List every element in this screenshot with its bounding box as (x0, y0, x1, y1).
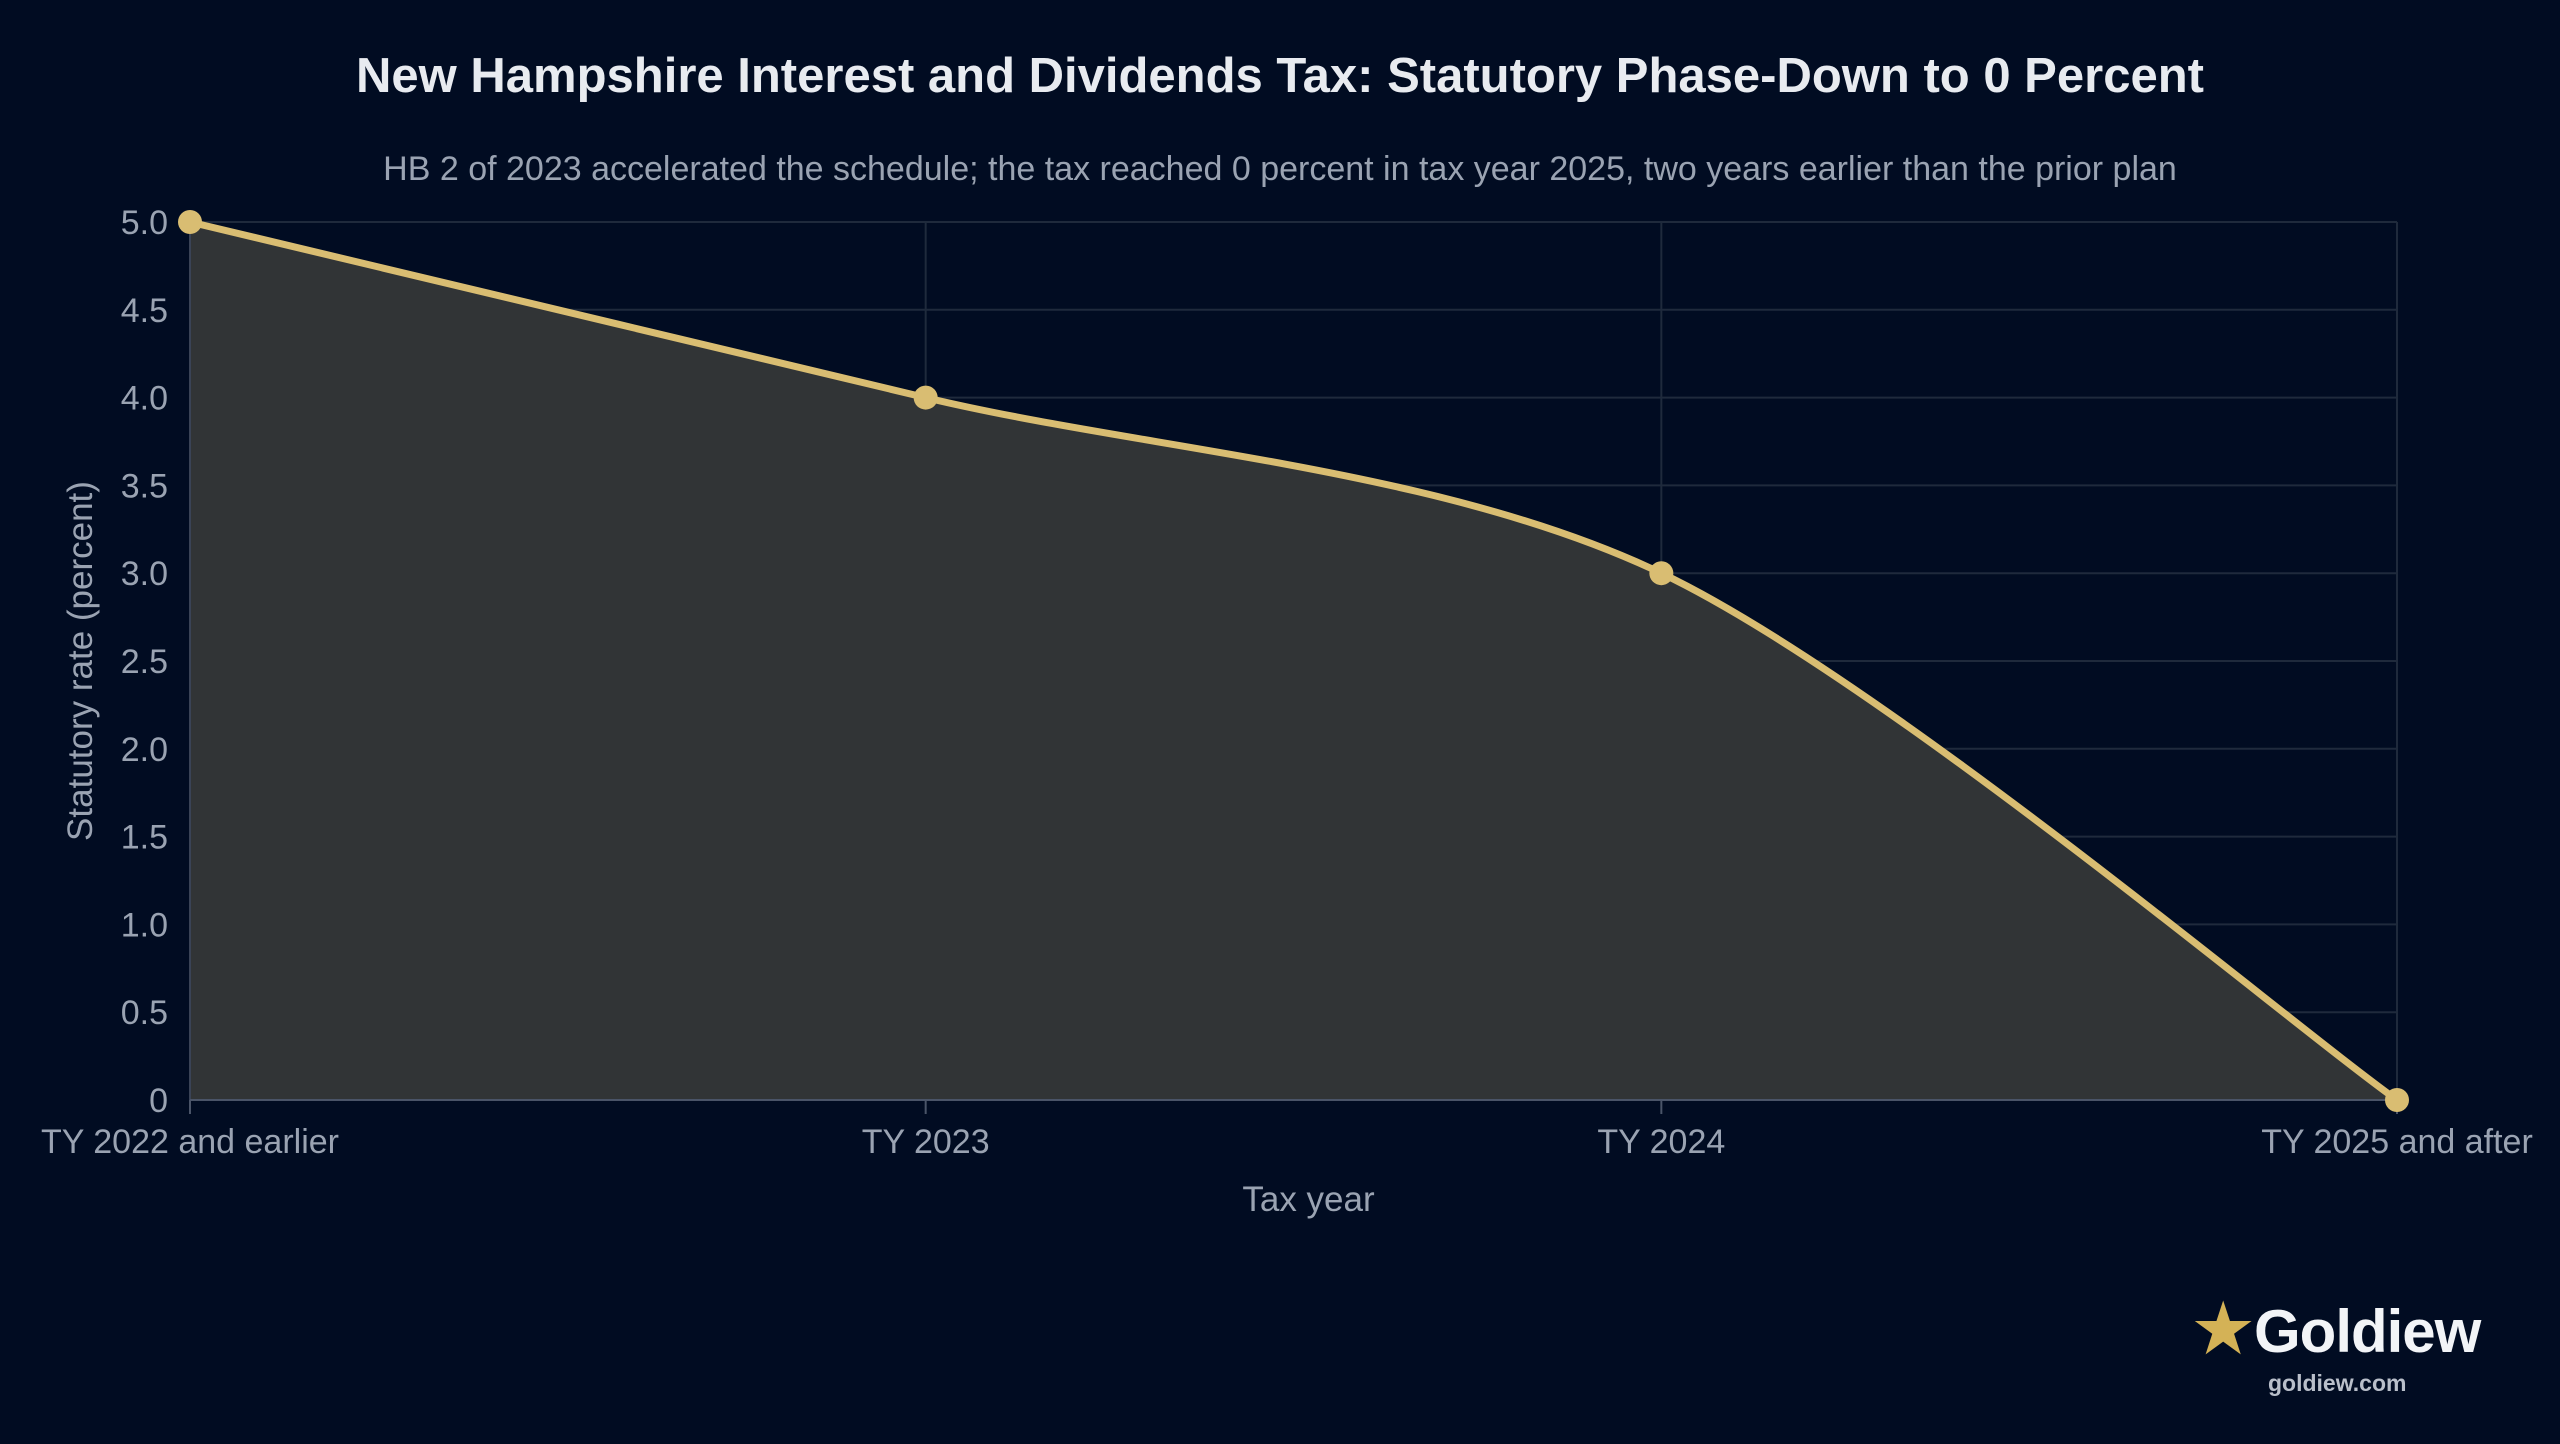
y-axis-title: Statutory rate (percent) (61, 481, 100, 841)
x-axis-title: Tax year (1242, 1180, 1375, 1219)
x-tick-label: TY 2022 and earlier (41, 1123, 339, 1161)
line-layer (186, 218, 2401, 1104)
y-tick-label: 0.5 (121, 994, 168, 1032)
y-tick-label: 2.5 (121, 643, 168, 681)
chart-title: New Hampshire Interest and Dividends Tax… (356, 49, 2204, 103)
y-tick-label: 3.5 (121, 467, 168, 505)
y-tick-label: 5.0 (121, 204, 168, 242)
y-tick-label: 0 (149, 1082, 168, 1120)
y-tick-label: 2.0 (121, 731, 168, 769)
y-tick-label: 4.0 (121, 380, 168, 418)
chart-subtitle: HB 2 of 2023 accelerated the schedule; t… (383, 150, 2177, 188)
data-point (913, 385, 938, 410)
y-tick-label: 4.5 (121, 292, 168, 330)
star-icon: ★ (2190, 1286, 2257, 1372)
y-tick-label: 1.0 (121, 906, 168, 944)
area-layer (190, 222, 2397, 1100)
data-point (2385, 1088, 2409, 1112)
label-layer: 0 0.5 1.0 1.5 2.0 2.5 3.0 3.5 4.0 4.5 5.0 TY 2022 a… (41, 204, 2533, 1219)
brand-logo: ★ Goldiew goldiew.com (2180, 1290, 2520, 1400)
area-fill (190, 222, 2397, 1100)
brand-url: goldiew.com (2268, 1370, 2407, 1396)
series-line (186, 218, 2401, 1104)
y-tick-label: 3.0 (121, 555, 168, 593)
point-layer (178, 210, 2409, 1112)
x-tick-label: TY 2023 (862, 1123, 990, 1161)
x-tick-label: TY 2024 (1597, 1123, 1725, 1161)
brand-name: Goldiew (2254, 1298, 2481, 1365)
y-tick-label: 1.5 (121, 819, 168, 857)
x-tick-label: TY 2025 and after (2261, 1123, 2533, 1161)
data-point (1649, 561, 1674, 586)
data-point (178, 210, 202, 234)
